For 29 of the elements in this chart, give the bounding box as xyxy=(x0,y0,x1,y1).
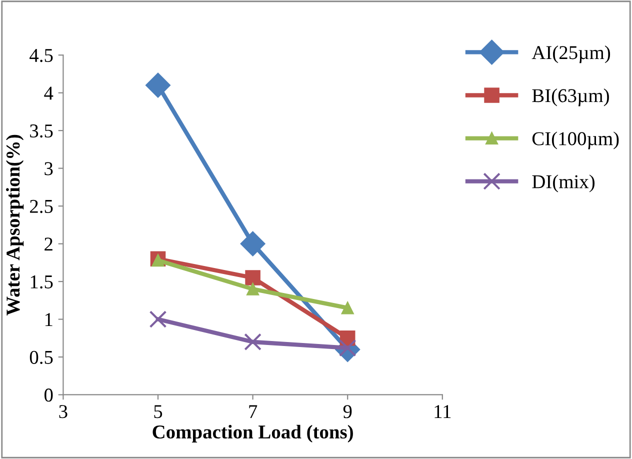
point xyxy=(245,270,260,286)
point xyxy=(341,302,354,314)
y-axis-title: Water Apsorption(%) xyxy=(6,134,24,316)
x-tick-label: 7 xyxy=(249,405,258,418)
point xyxy=(240,231,266,256)
point xyxy=(152,254,164,267)
point xyxy=(246,282,260,296)
x-tick-label: 11 xyxy=(434,405,451,418)
y-tick-label: 3.5 xyxy=(30,124,53,138)
legend-label: BI(63µm) xyxy=(532,88,609,106)
y-tick-label: 1.5 xyxy=(30,275,53,289)
y-tick-label: 2.5 xyxy=(30,200,53,214)
y-tick-label: 2 xyxy=(44,238,52,251)
point xyxy=(146,72,170,98)
y-tick-label: 3 xyxy=(44,162,53,176)
y-tick-label: 4.5 xyxy=(30,49,53,62)
x-tick-label: 9 xyxy=(343,405,352,418)
y-tick-label: 1 xyxy=(45,313,52,326)
legend-label: CI(100µm) xyxy=(532,132,619,150)
point xyxy=(244,333,262,351)
legend-label: DI(mix) xyxy=(532,174,595,192)
y-tick-label: 0 xyxy=(44,388,53,402)
y-tick-label: 0.5 xyxy=(30,350,53,364)
x-tick-label: 5 xyxy=(154,405,162,418)
x-axis-title: Compaction Load (tons) xyxy=(152,424,353,443)
point xyxy=(149,310,167,328)
x-tick-label: 3 xyxy=(59,405,68,418)
legend-label: AI(25µm) xyxy=(532,46,610,64)
y-tick-label: 4 xyxy=(44,86,54,100)
